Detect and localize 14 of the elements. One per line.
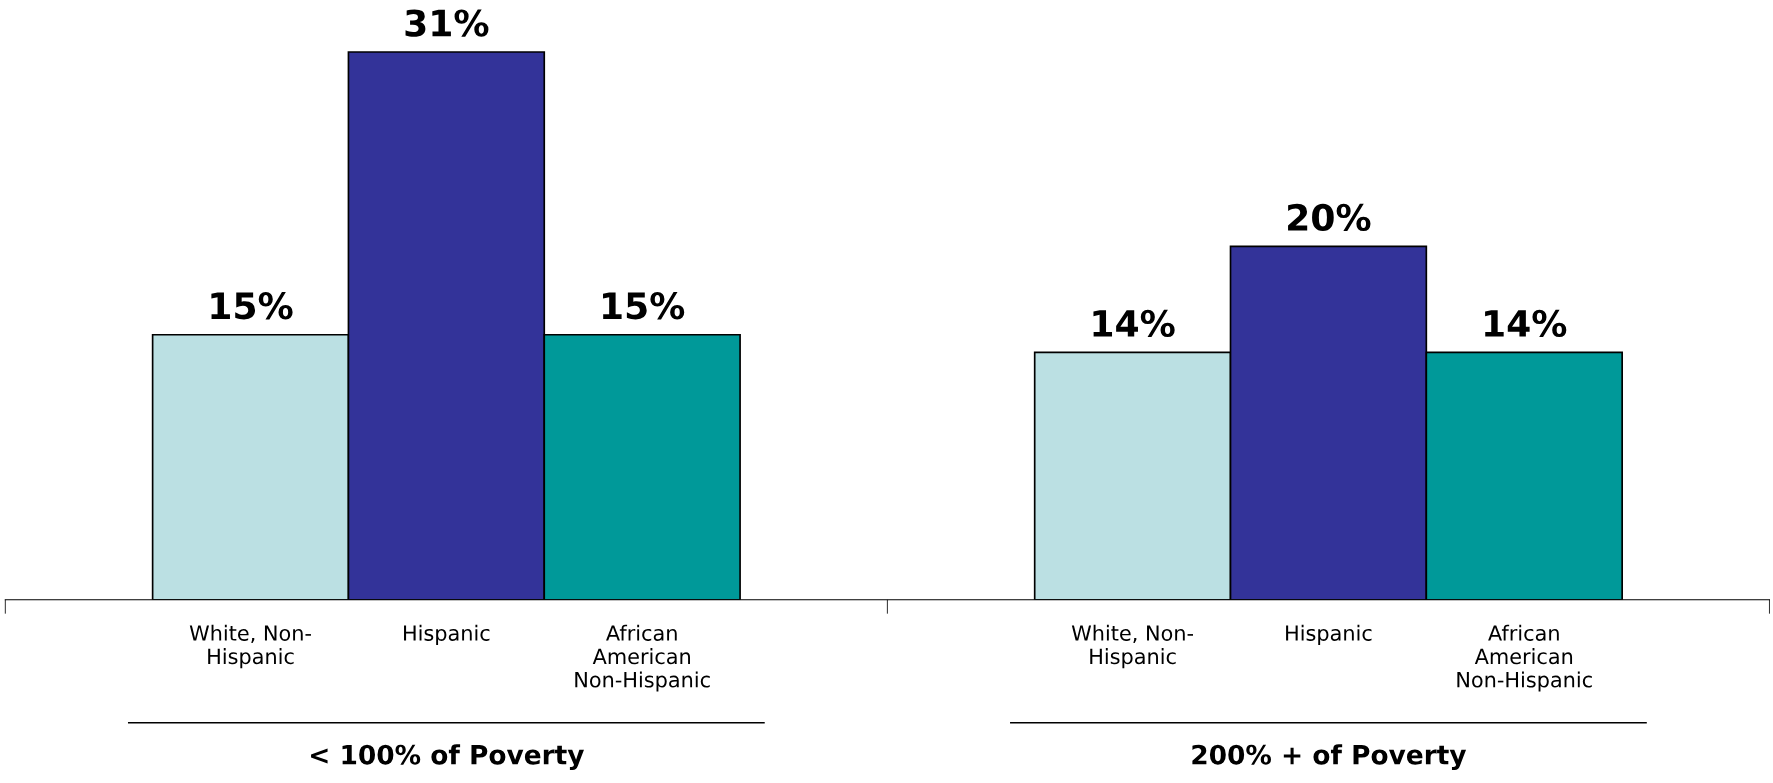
text: African American Non-Hispanic <box>1457 624 1592 692</box>
series-label: Hispanic <box>404 624 490 645</box>
data-label: 15% <box>211 292 293 320</box>
data-label: 20% <box>1288 203 1371 232</box>
text: Hispanic <box>1286 624 1372 645</box>
series-label: African American Non-Hispanic <box>575 624 710 692</box>
data-label: 31% <box>405 9 489 37</box>
data-label: 14% <box>1485 309 1567 338</box>
data-label: 14% <box>1093 309 1175 338</box>
text: White, Non- Hispanic <box>1071 624 1194 669</box>
series-label: White, Non- Hispanic <box>189 624 311 669</box>
data-label: 15% <box>603 292 685 320</box>
x-tick-label: < 100% of Poverty <box>311 744 584 770</box>
x-tick-label: 200% + of Poverty <box>1192 744 1467 770</box>
